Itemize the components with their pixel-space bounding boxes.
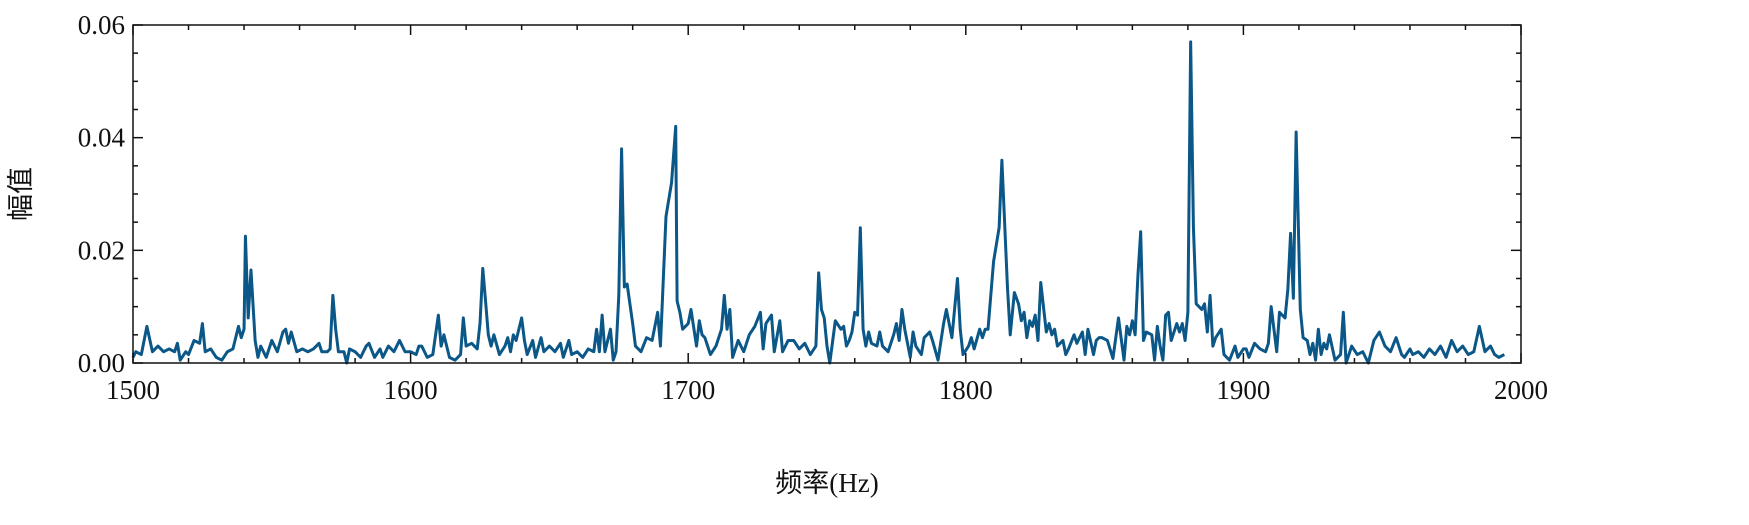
y-tick-label: 0.02: [78, 235, 125, 265]
y-tick-label: 0.00: [78, 348, 125, 378]
x-tick-label: 1600: [384, 375, 438, 405]
x-tick-label: 1500: [106, 375, 160, 405]
x-tick-label: 1700: [661, 375, 715, 405]
x-tick-label: 2000: [1494, 375, 1548, 405]
y-tick-label: 0.04: [78, 123, 126, 153]
data-line: [131, 40, 1506, 365]
x-tick-label: 1900: [1216, 375, 1270, 405]
x-tick-label: 1800: [939, 375, 993, 405]
x-axis-label: 频率(Hz): [775, 468, 878, 498]
y-tick-label: 0.06: [78, 10, 125, 40]
plot-frame: [132, 24, 1522, 364]
y-axis-label: 幅值: [6, 167, 36, 221]
